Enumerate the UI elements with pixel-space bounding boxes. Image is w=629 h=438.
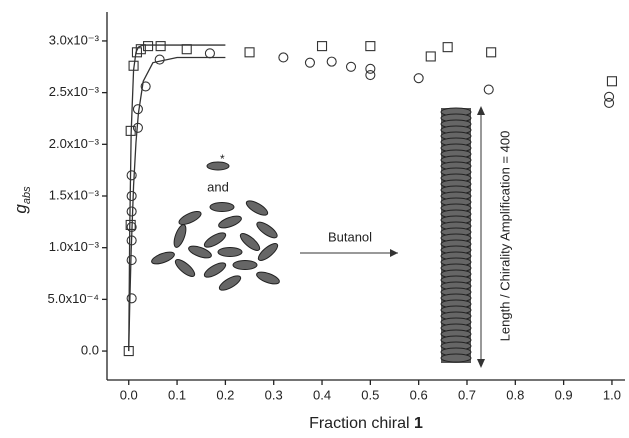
annotation: Butanol (328, 229, 372, 244)
data-point (244, 47, 255, 58)
molecule (151, 251, 175, 265)
x-tick-label: 0.7 (458, 387, 476, 402)
molecule (203, 232, 227, 248)
x-tick-label: 0.3 (265, 387, 283, 402)
x-axis-title: Fraction chiral 1 (309, 415, 423, 432)
molecule (174, 259, 196, 277)
molecule (256, 271, 280, 285)
data-point (604, 97, 615, 109)
x-tick-label: 0.1 (168, 387, 186, 402)
y-tick-label: 2.0x10⁻³ (49, 136, 100, 151)
x-tick-label: 0.4 (313, 387, 331, 402)
data-point (278, 52, 289, 63)
x-tick-label: 0.6 (410, 387, 428, 402)
y-axis-title-sub: abs (21, 186, 33, 204)
data-point (304, 57, 315, 68)
data-point (413, 73, 424, 84)
data-point (365, 41, 376, 52)
data-point (365, 70, 376, 81)
x-tick-label: 0.2 (216, 387, 234, 402)
molecule (239, 233, 261, 251)
molecule (188, 245, 212, 259)
y-tick-label: 1.5x10⁻³ (49, 187, 100, 202)
y-tick-label: 3.0x10⁻³ (49, 32, 100, 47)
molecule (178, 210, 202, 226)
data-point (365, 63, 376, 74)
molecule (206, 161, 230, 171)
data-point (155, 41, 166, 52)
y-tick-label: 5.0x10⁻⁴ (48, 291, 99, 306)
x-tick-label: 0.0 (120, 387, 138, 402)
data-point (345, 61, 357, 72)
illustration: * and Butanol Length / Chirality Amplifi… (151, 106, 512, 368)
fit-line (128, 44, 226, 352)
data-point (126, 170, 137, 181)
molecule (203, 262, 227, 278)
x-tick-label: 0.8 (506, 387, 524, 402)
data-point (131, 47, 143, 58)
molecule (257, 243, 279, 261)
data-point (486, 47, 497, 58)
molecule (209, 202, 235, 212)
molecule (218, 275, 242, 291)
data-point (181, 44, 192, 55)
arrow-head (477, 106, 485, 115)
molecule (173, 224, 187, 248)
data-point (483, 84, 494, 95)
data-point (204, 48, 215, 59)
molecule (218, 215, 242, 229)
data-point (125, 219, 136, 230)
stacked-molecule (440, 353, 472, 363)
data-point (442, 42, 453, 53)
data-point (143, 41, 154, 52)
molecule (256, 221, 278, 239)
y-axis-title: gabs (11, 186, 32, 214)
y-axis-title-text: g (11, 204, 30, 214)
x-axis-title-bold: 1 (414, 415, 423, 432)
data-point (126, 206, 137, 217)
data-point (135, 44, 146, 55)
data-point (425, 51, 436, 62)
molecule (245, 200, 269, 216)
x-tick-label: 1.0 (603, 387, 621, 402)
x-axis-title-text: Fraction chiral (309, 415, 409, 432)
x-tick-label: 0.5 (361, 387, 379, 402)
data-point (606, 76, 618, 87)
annotation: * (220, 152, 225, 166)
y-tick-label: 0.0 (81, 342, 99, 357)
annotation: and (207, 179, 229, 194)
data-point (126, 190, 137, 202)
data-point (126, 293, 137, 304)
x-tick-label: 0.9 (555, 387, 573, 402)
data-point (140, 81, 151, 92)
y-tick-label: 2.5x10⁻³ (49, 84, 100, 99)
data-point (604, 91, 615, 102)
y-tick-label: 1.0x10⁻³ (49, 239, 100, 254)
fit-line (128, 56, 226, 352)
molecule (217, 247, 243, 257)
molecule (232, 260, 258, 270)
data-point (316, 41, 328, 52)
annotation: Length / Chirality Amplification = 400 (497, 131, 512, 342)
data-point (154, 54, 165, 65)
data-point (326, 56, 337, 67)
arrow-head (477, 359, 485, 368)
arrow-head (390, 249, 398, 257)
